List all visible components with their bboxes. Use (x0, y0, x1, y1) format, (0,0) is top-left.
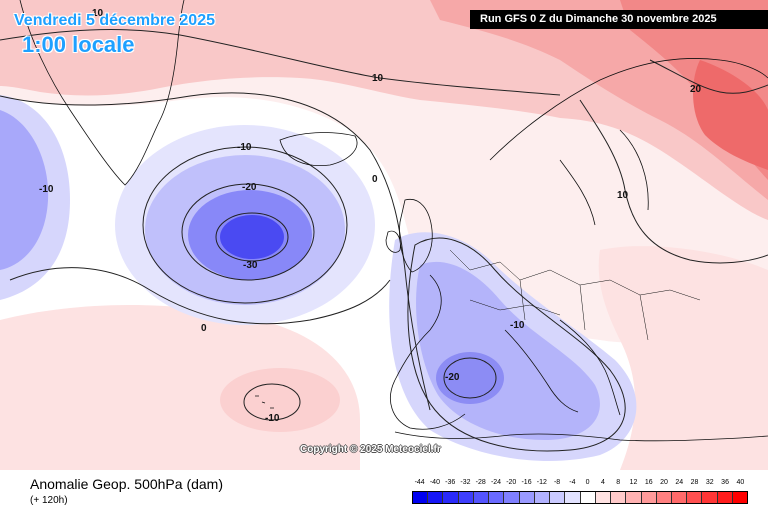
contour-label: 10 (372, 73, 384, 84)
coast-france-iberia (390, 274, 466, 430)
color-scale-swatch (656, 492, 672, 503)
copyright-notice: Copyright © 2025 Meteociel.fr (300, 444, 441, 455)
lead-time: (+ 120h) (30, 495, 68, 506)
color-scale-label: -28 (475, 479, 486, 486)
color-scale-label: -4 (569, 479, 576, 486)
contour-label: -10 (237, 142, 252, 153)
contour-label: -10 (265, 413, 280, 424)
color-scale-label: 12 (629, 479, 638, 486)
color-scale-swatch (580, 492, 596, 503)
color-scale-swatch (489, 492, 505, 503)
isoline-10-east (579, 99, 768, 264)
color-scale-label: 20 (660, 479, 668, 486)
coast-north-africa (394, 431, 768, 442)
positive-anomaly-russia-peak (693, 60, 768, 170)
legend-footer: Anomalie Geop. 500hPa (dam) (+ 120h) -44… (0, 470, 768, 512)
color-scale-swatch (732, 492, 748, 503)
coast-iceland (279, 132, 358, 166)
color-scale-bar (412, 491, 748, 504)
positive-anomaly-azores (220, 368, 340, 432)
contour-label: -10 (510, 320, 525, 331)
run-info: Run GFS 0 Z du Dimanche 30 novembre 2025 (470, 10, 768, 29)
color-scale-label: -32 (460, 479, 471, 486)
color-scale-label: 36 (721, 479, 729, 486)
coast-greenland (19, 0, 185, 186)
contour-label: 20 (690, 84, 702, 95)
color-scale-label: 24 (675, 479, 684, 486)
color-scale-label: 40 (736, 479, 745, 486)
color-scale-swatch (504, 492, 520, 503)
isoline-zero (0, 92, 431, 411)
color-scale-label: -16 (521, 479, 532, 486)
coastlines (19, 0, 768, 442)
contour-label: 10 (617, 190, 629, 201)
color-scale-swatch (458, 492, 474, 503)
contour-label: -30 (243, 260, 258, 271)
isoline-zero-atlantic (9, 267, 391, 325)
isoline-minus-10-atlantic (142, 146, 348, 304)
coast-british-isles (385, 198, 433, 273)
color-scale-swatch (413, 492, 429, 503)
color-scale-label: -44 (414, 479, 425, 486)
color-scale-label: 4 (600, 479, 605, 486)
color-scale-swatch (443, 492, 459, 503)
color-scale-swatch (687, 492, 703, 503)
anomaly-map: 10 -10 -20 -30 0 20 10 -10 -20 0 -10 -10… (0, 0, 768, 470)
anomaly-fields (0, 0, 768, 470)
isoline-20-north-east (649, 59, 768, 94)
negative-anomaly-atlantic-core (220, 215, 284, 259)
map-canvas: 10 -10 -20 -30 0 20 10 -10 -20 0 -10 -10… (0, 0, 768, 470)
isoline-minus-20-europe (443, 357, 497, 399)
color-scale-label: 16 (644, 479, 653, 486)
color-scale-label: -20 (506, 479, 517, 486)
color-scale-swatch (534, 492, 551, 503)
color-scale-label: -40 (429, 479, 440, 486)
contour-label: 0 (372, 174, 378, 185)
color-scale-label: 0 (585, 479, 590, 486)
coast-sweden-finland (559, 129, 649, 226)
color-scale-label: -24 (490, 479, 502, 486)
coast-italy (504, 329, 579, 413)
coast-balkans-greece (559, 319, 621, 416)
contour-label: 10 (92, 8, 104, 19)
valid-date: Vendredi 5 décembre 2025 (14, 12, 215, 29)
color-scale-swatch (473, 492, 490, 503)
color-scale-swatch (626, 492, 642, 503)
color-scale-labels: -44 -40 -36 -32 -28 -24 -20 -16 -12 -8 -4 0 4 8 12 16 20… (412, 479, 748, 489)
color-scale-swatch (702, 492, 718, 503)
color-scale-swatch (717, 492, 733, 503)
color-scale-label: 8 (616, 479, 621, 486)
color-scale-swatch (428, 492, 444, 503)
valid-time: 1:00 locale (22, 32, 135, 57)
color-scale-label: -8 (553, 479, 561, 486)
isoline-minus-30-atlantic (215, 212, 289, 262)
color-scale-label: 32 (705, 479, 714, 486)
contour-label: -20 (242, 182, 257, 193)
contour-labels: 10 -10 -20 -30 0 20 10 -10 -20 0 -10 -10… (39, 8, 702, 424)
color-scale-swatch (519, 492, 535, 503)
color-scale-swatch (595, 492, 612, 503)
anomaly-isolines (0, 29, 768, 452)
coast-azores-islands (255, 395, 274, 409)
contour-label: 0 (201, 323, 207, 334)
isoline-10-north (0, 29, 561, 96)
isoline-minus-10-europe (407, 237, 626, 452)
contour-label: -10 (39, 184, 54, 195)
color-scale-swatch (641, 492, 657, 503)
negative-anomaly-west-core (0, 110, 49, 270)
color-scale-swatch (550, 492, 566, 503)
color-scale-label: 28 (690, 479, 699, 486)
borders-europe (449, 249, 701, 341)
color-scale-label: -12 (536, 479, 547, 486)
color-scale-swatch (565, 492, 581, 503)
parameter-title: Anomalie Geop. 500hPa (dam) (30, 476, 223, 492)
color-scale-label: -36 (445, 479, 456, 486)
contour-label: -20 (445, 372, 460, 383)
color-scale-swatch (611, 492, 627, 503)
negative-anomaly-europe-core (436, 352, 504, 404)
isoline-minus-20-atlantic (181, 183, 315, 281)
coast-norway (489, 58, 768, 161)
color-scale-swatch (671, 492, 688, 503)
isoline-10-azores (243, 383, 301, 421)
